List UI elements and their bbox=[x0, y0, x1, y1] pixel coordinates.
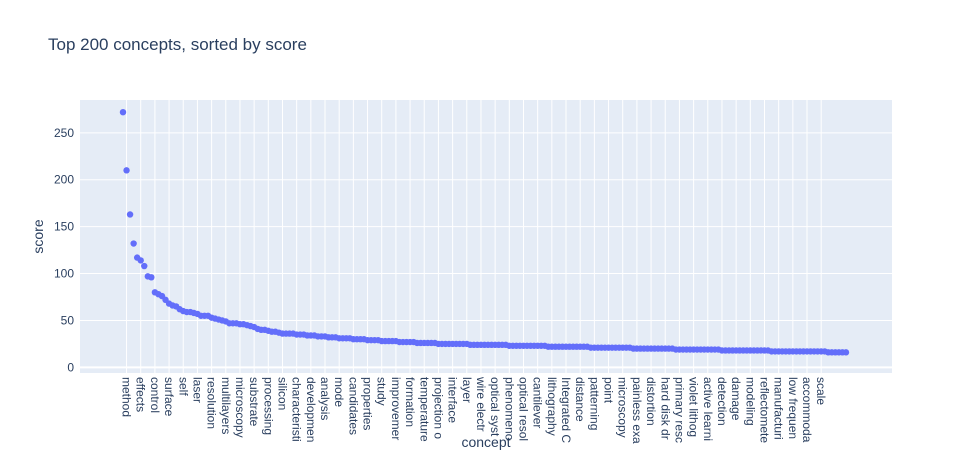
x-tick-label: microscopy bbox=[616, 377, 630, 438]
y-tick-label: 250 bbox=[54, 126, 74, 140]
x-tick-label: study bbox=[375, 377, 389, 406]
x-tick-label: optical syst bbox=[488, 377, 502, 437]
x-tick-label: resolution bbox=[205, 377, 219, 429]
data-point[interactable] bbox=[126, 211, 134, 218]
data-point[interactable] bbox=[141, 262, 148, 270]
x-axis-title: concept bbox=[461, 434, 510, 450]
x-tick-label: developmen bbox=[304, 377, 318, 442]
data-point[interactable] bbox=[148, 274, 155, 281]
x-tick-label: primary resc bbox=[672, 377, 686, 443]
x-tick-label: hard disk dr bbox=[658, 377, 672, 440]
x-tick-label: lithography bbox=[545, 377, 559, 436]
x-tick-label: laser bbox=[190, 377, 204, 403]
y-tick-label: 100 bbox=[54, 267, 74, 281]
x-tick-label: self bbox=[176, 377, 190, 396]
x-tick-label: point bbox=[602, 377, 616, 404]
x-tick-label: characteristi bbox=[290, 377, 304, 442]
x-tick-label: distance bbox=[573, 377, 587, 422]
x-tick-label: formation bbox=[403, 377, 417, 427]
data-point[interactable] bbox=[130, 240, 137, 247]
x-tick-label: distortion bbox=[644, 377, 658, 426]
x-tick-label: surface bbox=[162, 377, 176, 417]
x-tick-label: phenomeno bbox=[502, 377, 516, 441]
x-tick-label: processing bbox=[261, 377, 275, 435]
y-tick-label: 50 bbox=[61, 313, 75, 327]
x-tick-label: mode bbox=[332, 377, 346, 407]
chart-title: Top 200 concepts, sorted by score bbox=[48, 35, 307, 54]
gridlines bbox=[80, 100, 892, 373]
x-tick-label: reflectomete bbox=[757, 377, 771, 443]
x-tick-label: properties bbox=[361, 377, 375, 430]
data-point[interactable] bbox=[137, 257, 144, 264]
x-tick-label: patterning bbox=[587, 377, 601, 430]
plot-background bbox=[80, 100, 892, 373]
x-tick-label: effects bbox=[134, 377, 148, 412]
x-tick-label: method bbox=[120, 377, 134, 417]
y-tick-labels: 0 50 100 150 200 250 bbox=[54, 126, 74, 375]
x-tick-label: analysis bbox=[318, 377, 332, 420]
y-axis-title: score bbox=[30, 219, 46, 253]
x-tick-label: Integrated C bbox=[559, 377, 573, 443]
x-tick-label: interface bbox=[446, 377, 460, 423]
x-tick-label: painless exa bbox=[630, 377, 644, 444]
x-tick-label: accommoda bbox=[800, 377, 814, 443]
x-tick-label: wire electr bbox=[474, 376, 488, 432]
x-tick-label: cantilever bbox=[531, 377, 545, 428]
x-tick-label: projection o bbox=[431, 377, 445, 439]
x-tick-label: temperature bbox=[417, 377, 431, 442]
x-tick-label: violet lithog bbox=[687, 377, 701, 437]
data-point[interactable] bbox=[119, 108, 127, 116]
x-tick-label: silicon bbox=[275, 377, 289, 410]
x-tick-label: manufacturi bbox=[772, 377, 786, 440]
x-tick-label: modeling bbox=[743, 377, 757, 426]
data-point[interactable] bbox=[123, 167, 130, 174]
data-point[interactable] bbox=[842, 349, 850, 356]
x-tick-label: damage bbox=[729, 377, 743, 421]
data-points bbox=[119, 108, 850, 356]
y-tick-label: 0 bbox=[67, 360, 74, 374]
x-tick-label: optical resol bbox=[516, 377, 530, 441]
x-tick-label: candidates bbox=[346, 377, 360, 435]
x-tick-label: improvemer bbox=[389, 377, 403, 440]
y-tick-label: 200 bbox=[54, 173, 74, 187]
x-tick-label: control bbox=[148, 377, 162, 413]
x-tick-label: low frequen bbox=[786, 377, 800, 439]
x-tick-labels: method effects control surface self laser reso… bbox=[120, 376, 829, 444]
x-tick-label: multilayers bbox=[219, 377, 233, 434]
y-tick-label: 150 bbox=[54, 220, 74, 234]
x-tick-label: microscopy bbox=[233, 377, 247, 438]
x-tick-label: layer bbox=[460, 377, 474, 403]
x-tick-label: scale bbox=[814, 377, 828, 405]
x-tick-label: active learni bbox=[701, 377, 715, 441]
x-tick-label: substrate bbox=[247, 377, 261, 427]
x-tick-label: detection bbox=[715, 377, 729, 426]
